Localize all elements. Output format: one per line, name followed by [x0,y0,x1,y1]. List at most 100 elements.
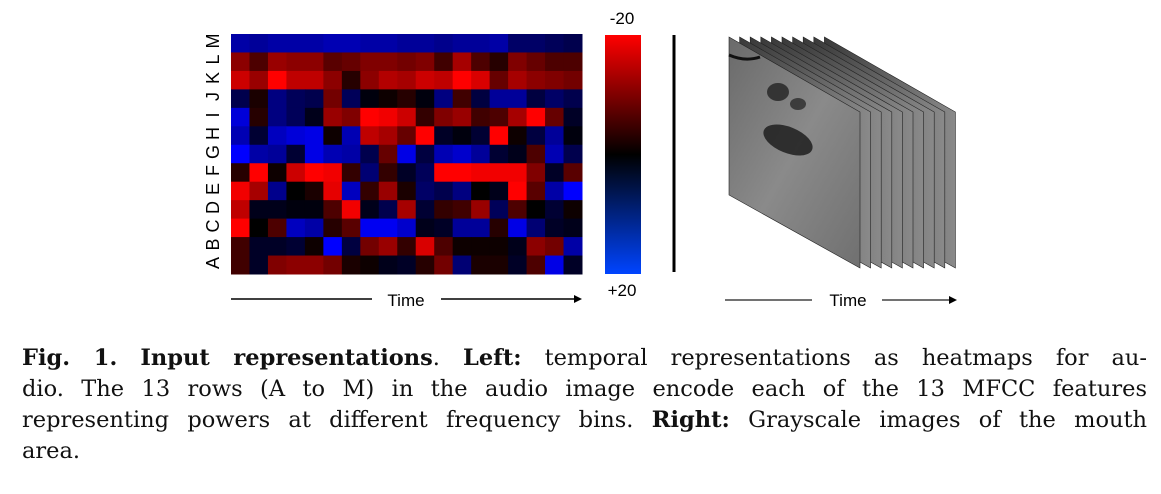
heatmap-cell-E-5 [304,181,324,201]
row-label-L: L [203,54,223,64]
colorbar: -20 +20 [605,9,641,300]
heatmap-cell-G-19 [563,144,583,164]
heatmap-cell-E-12 [434,181,454,201]
heatmap-cell-C-11 [415,218,435,238]
heatmap-cell-M-18 [545,34,565,53]
heatmap-cell-E-8 [360,181,380,201]
heatmap-cell-A-13 [452,255,472,275]
heatmap-cell-B-18 [545,237,565,257]
heatmap-cell-K-6 [323,70,343,90]
heatmap-cell-D-10 [397,200,417,220]
nostril [767,83,789,101]
heatmap-cell-F-7 [341,163,361,183]
heatmap-cell-A-3 [267,255,287,275]
heatmap-cell-J-16 [508,89,528,109]
heatmap-cell-D-7 [341,200,361,220]
heatmap-cell-M-8 [360,34,380,53]
heatmap-cell-B-2 [249,237,269,257]
heatmap-cell-A-12 [434,255,454,275]
audio-heatmap [231,34,583,275]
heatmap-cell-D-5 [304,200,324,220]
heatmap-cell-F-12 [434,163,454,183]
heatmap-cell-B-14 [471,237,491,257]
heatmap-cell-A-11 [415,255,435,275]
heatmap-cell-L-7 [341,52,361,72]
heatmap-cell-J-12 [434,89,454,109]
heatmap-cell-L-15 [489,52,509,72]
heatmap-cell-J-4 [286,89,306,109]
heatmap-cell-L-8 [360,52,380,72]
row-label-F: F [203,165,223,176]
row-label-E: E [203,183,223,195]
heatmap-cell-B-10 [397,237,417,257]
heatmap-cell-M-17 [526,34,546,53]
heatmap-cell-G-11 [415,144,435,164]
heatmap-cell-E-19 [563,181,583,201]
heatmap-cell-H-2 [249,126,269,146]
heatmap-cell-H-19 [563,126,583,146]
heatmap-cell-K-16 [508,70,528,90]
heatmap-cell-K-13 [452,70,472,90]
heatmap-cell-C-7 [341,218,361,238]
heatmap-cell-H-5 [304,126,324,146]
heatmap-cell-J-6 [323,89,343,109]
heatmap-cell-A-17 [526,255,546,275]
row-label-M: M [203,34,223,49]
heatmap-cell-H-9 [378,126,398,146]
heatmap-cell-I-17 [526,107,546,127]
heatmap-cell-H-13 [452,126,472,146]
caption-line3-start: representing powers at different frequen… [22,407,634,433]
heatmap-cell-K-3 [267,70,287,90]
heatmap-cell-B-11 [415,237,435,257]
heatmap-cell-J-3 [267,89,287,109]
mouth-frame-stack [728,36,956,269]
heatmap-cell-F-6 [323,163,343,183]
heatmap-cell-F-13 [452,163,472,183]
heatmap-cell-B-4 [286,237,306,257]
row-label-G: G [203,145,223,159]
heatmap-cell-E-14 [471,181,491,201]
heatmap-cell-I-15 [489,107,509,127]
heatmap-cell-G-3 [267,144,287,164]
heatmap-cell-J-2 [249,89,269,109]
heatmap-cell-D-19 [563,200,583,220]
heatmap-cell-E-6 [323,181,343,201]
heatmap-cell-C-19 [563,218,583,238]
heatmap-cell-L-12 [434,52,454,72]
heatmap-cell-H-1 [231,126,250,146]
heatmap-cell-A-6 [323,255,343,275]
heatmap-cell-J-18 [545,89,565,109]
heatmap-cell-E-1 [231,181,250,201]
heatmap-cell-L-4 [286,52,306,72]
heatmap-cell-M-4 [286,34,306,53]
heatmap-cell-H-18 [545,126,565,146]
heatmap-cell-M-7 [341,34,361,53]
heatmap-cell-H-10 [397,126,417,146]
heatmap-cell-F-2 [249,163,269,183]
heatmap-cell-K-17 [526,70,546,90]
heatmap-cell-M-15 [489,34,509,53]
heatmap-cell-L-17 [526,52,546,72]
heatmap-cell-G-4 [286,144,306,164]
heatmap-cell-I-10 [397,107,417,127]
heatmap-cell-L-11 [415,52,435,72]
heatmap-cell-E-2 [249,181,269,201]
heatmap-cell-G-8 [360,144,380,164]
heatmap-cell-G-14 [471,144,491,164]
heatmap-cell-E-10 [397,181,417,201]
heatmap-cell-C-1 [231,218,250,238]
heatmap-cell-G-15 [489,144,509,164]
caption-line4: area. [22,438,81,464]
heatmap-cell-L-1 [231,52,250,72]
heatmap-cell-G-1 [231,144,250,164]
heatmap-cell-B-8 [360,237,380,257]
time-label-left: Time [387,291,424,310]
heatmap-cell-M-9 [378,34,398,53]
heatmap-cell-F-18 [545,163,565,183]
heatmap-cell-F-15 [489,163,509,183]
heatmap-cell-D-9 [378,200,398,220]
heatmap-cell-G-13 [452,144,472,164]
heatmap-cell-G-2 [249,144,269,164]
heatmap-cell-F-10 [397,163,417,183]
heatmap-cell-A-2 [249,255,269,275]
